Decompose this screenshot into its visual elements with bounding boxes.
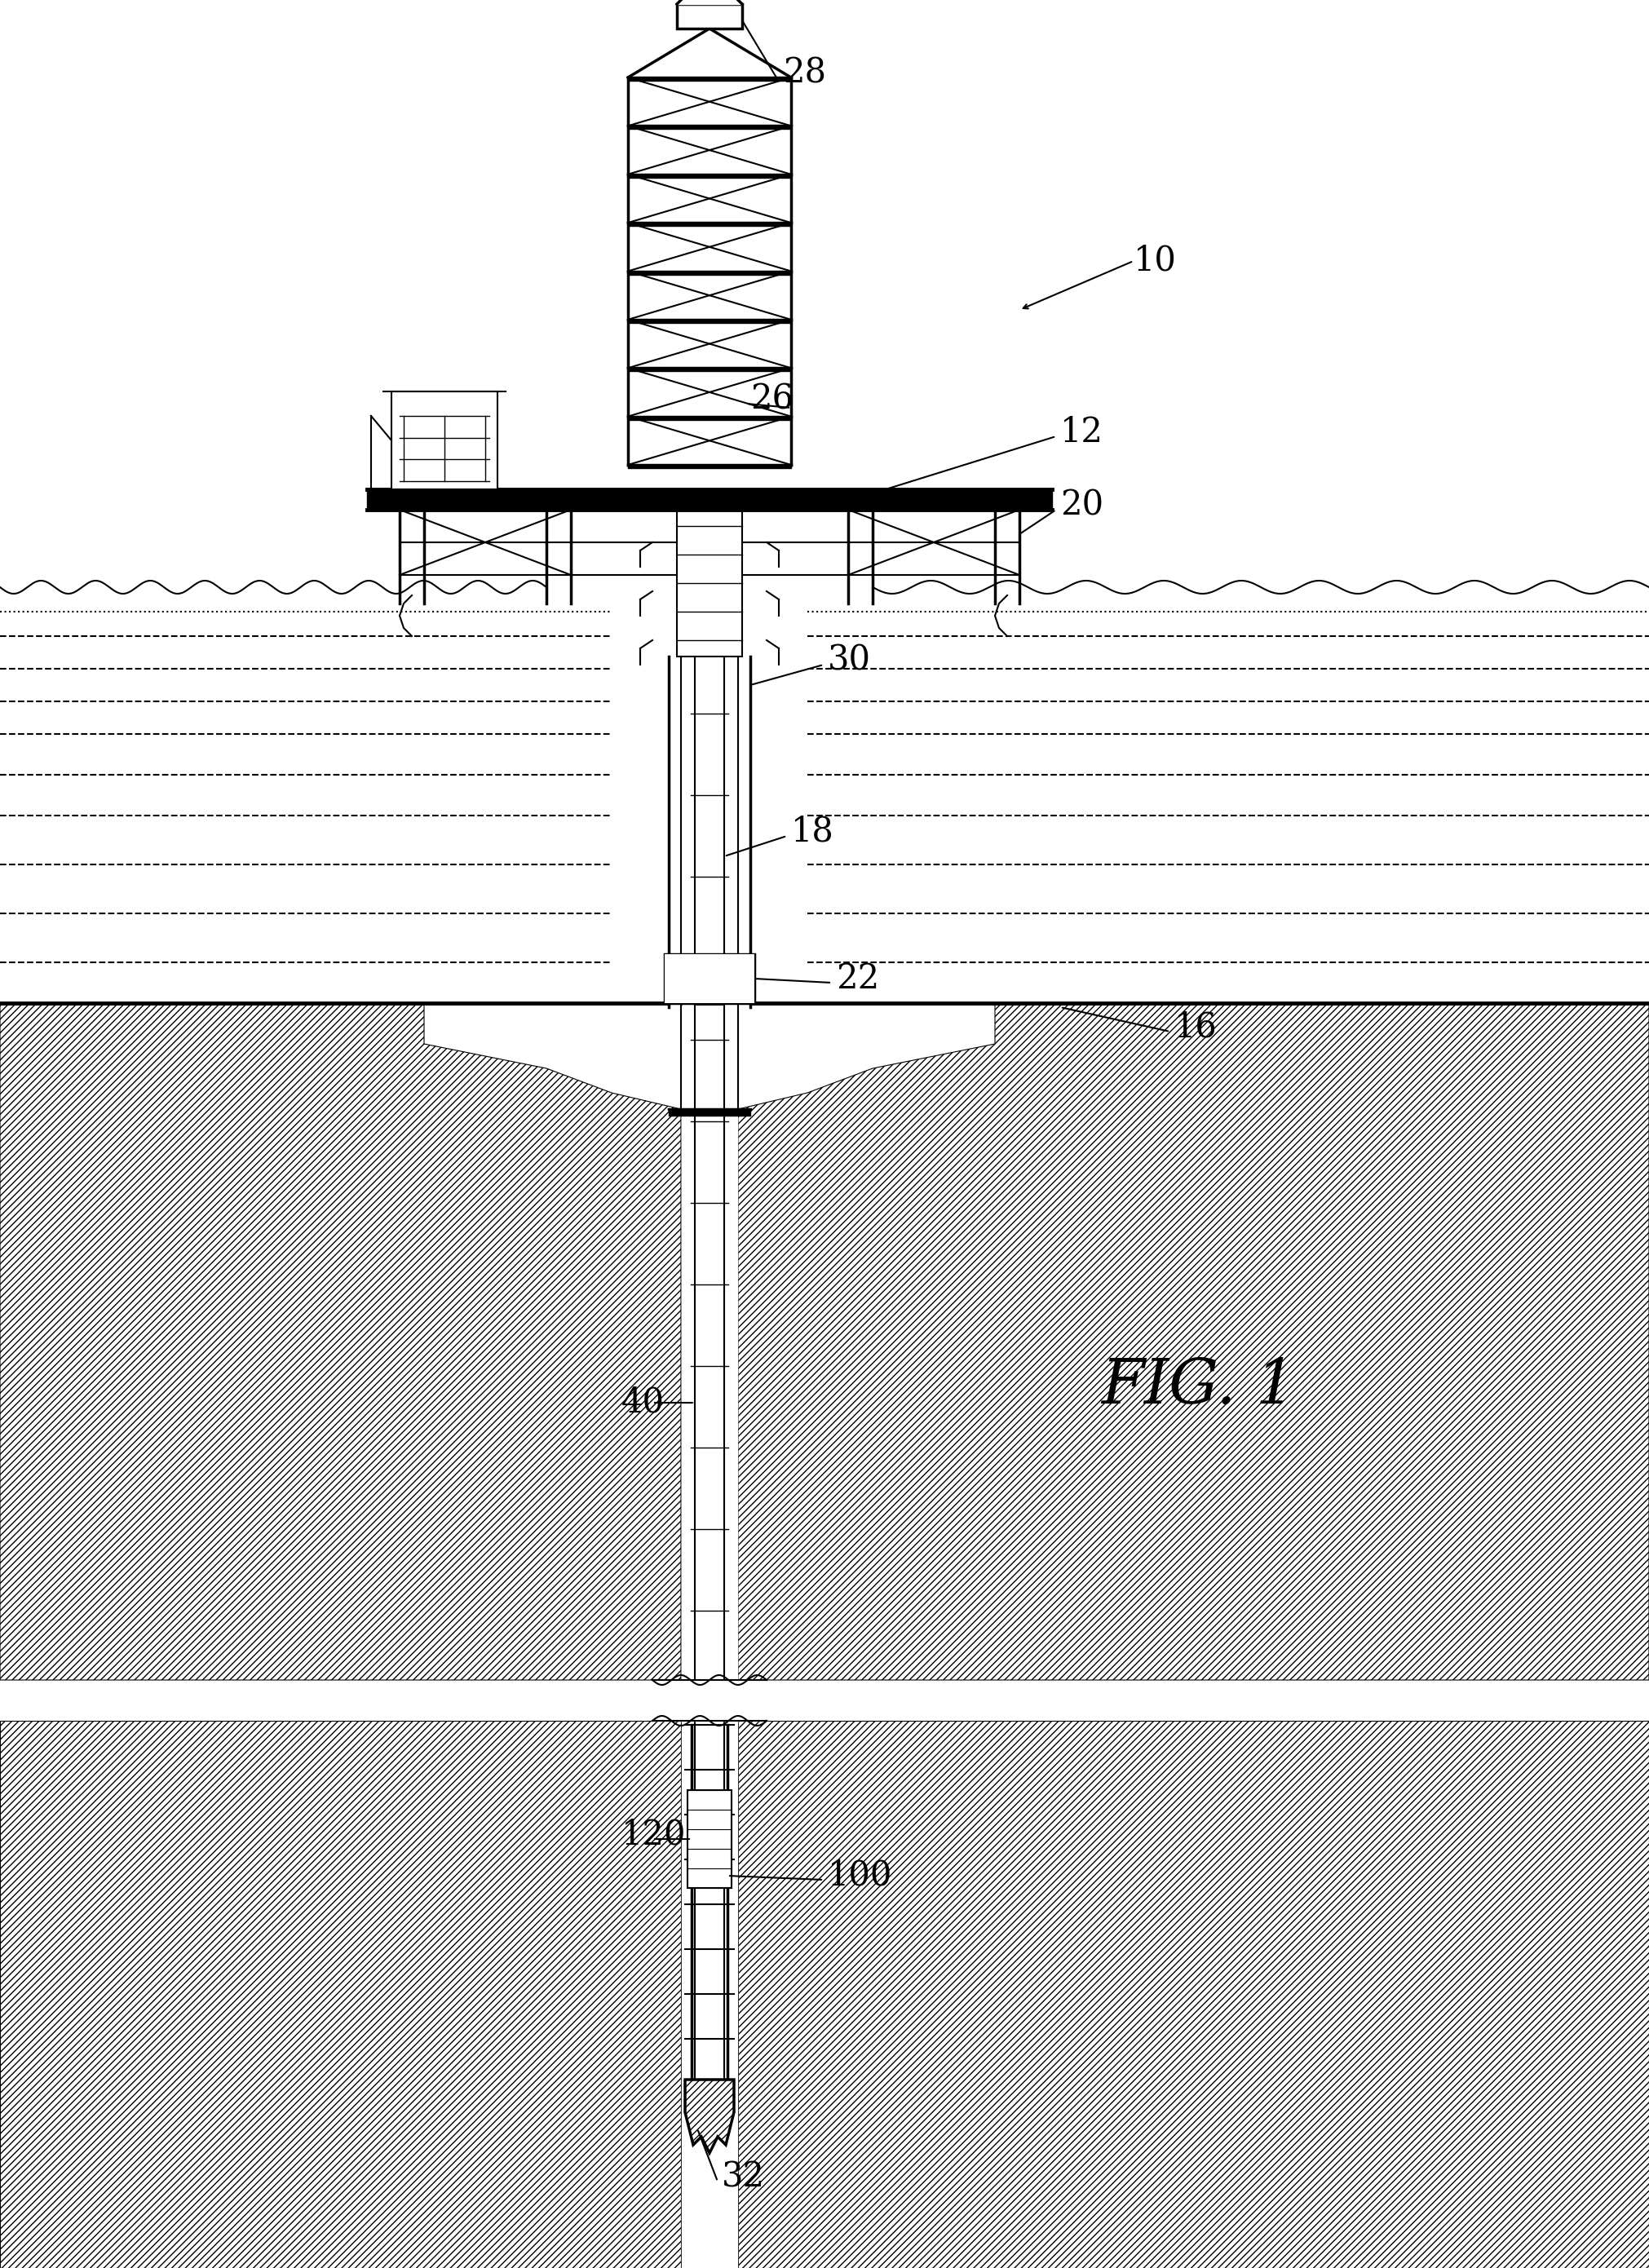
Text: FIG. 1: FIG. 1 [1102, 1356, 1296, 1418]
Polygon shape [0, 1002, 681, 1681]
Polygon shape [739, 1721, 1649, 2268]
FancyBboxPatch shape [676, 5, 742, 29]
Text: 26: 26 [750, 383, 793, 417]
Text: 100: 100 [828, 1857, 892, 1894]
Bar [676, 510, 742, 655]
Text: 30: 30 [828, 644, 871, 678]
Text: 20: 20 [1060, 488, 1103, 522]
Bar [391, 392, 498, 490]
Text: 28: 28 [783, 57, 826, 91]
Bar [665, 955, 754, 1002]
Text: 16: 16 [1174, 1012, 1217, 1046]
Text: 120: 120 [622, 1819, 686, 1853]
Text: 18: 18 [792, 814, 834, 848]
Text: 12: 12 [1060, 415, 1103, 449]
Polygon shape [0, 1721, 681, 2268]
Text: 32: 32 [722, 2161, 765, 2195]
Polygon shape [684, 2080, 734, 2152]
Text: 40: 40 [622, 1386, 665, 1420]
Text: 10: 10 [1133, 245, 1177, 279]
Text: 22: 22 [836, 962, 879, 996]
Bar [665, 955, 754, 1002]
Polygon shape [739, 1002, 1649, 1681]
Bar [688, 1789, 732, 1887]
